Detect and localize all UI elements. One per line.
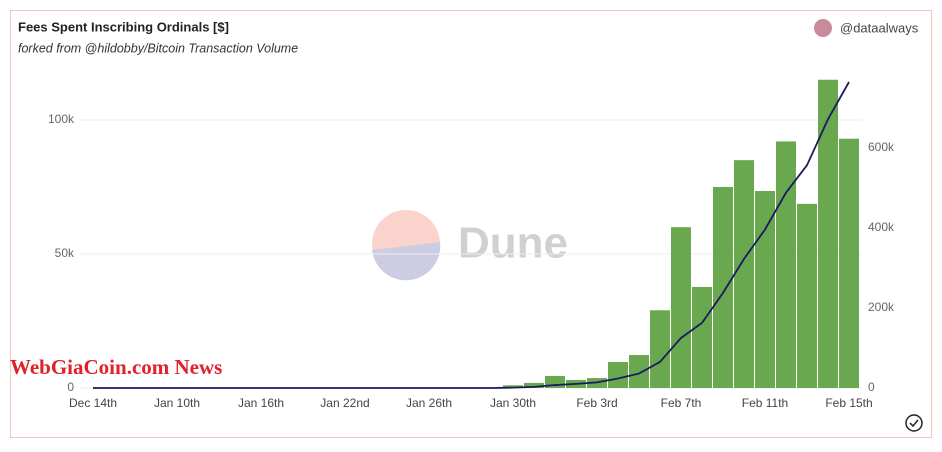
subtitle: forked from @hildobby/Bitcoin Transactio… xyxy=(18,41,298,55)
bar xyxy=(776,141,796,388)
line xyxy=(93,81,850,389)
bar xyxy=(734,160,754,388)
bar xyxy=(839,138,859,388)
bar xyxy=(671,227,691,388)
tick-label: 50k xyxy=(55,246,75,260)
overlay-text: WebGiaCoin.com News xyxy=(10,355,222,379)
check-icon[interactable] xyxy=(905,414,923,432)
x-tick-label: Jan 26th xyxy=(406,396,452,410)
bar xyxy=(650,310,670,388)
bar xyxy=(755,190,775,388)
x-tick-label: Jan 30th xyxy=(490,396,536,410)
tick-label: 100k xyxy=(48,112,75,126)
bar xyxy=(797,203,817,388)
bar xyxy=(608,362,628,388)
bar xyxy=(629,355,649,388)
dune-logo: Dune xyxy=(372,210,568,281)
watermark: Dune xyxy=(458,219,568,268)
tick-label: 0 xyxy=(67,380,74,394)
chart-title: Fees Spent Inscribing Ordinals [$] xyxy=(18,19,229,34)
x-tick-label: Feb 15th xyxy=(825,396,872,410)
x-tick-label: Feb 7th xyxy=(661,396,702,410)
tick-label: 600k xyxy=(868,140,895,154)
tick-label: 200k xyxy=(868,300,895,314)
user-handle[interactable]: @dataalways xyxy=(840,20,919,35)
x-tick-label: Jan 16th xyxy=(238,396,284,410)
tick-label: 0 xyxy=(868,380,875,394)
bar xyxy=(692,286,712,388)
bar xyxy=(524,382,544,388)
bar xyxy=(503,385,523,388)
tick-label: 400k xyxy=(868,220,895,234)
x-tick-label: Feb 11th xyxy=(742,396,788,410)
x-tick-label: Feb 3rd xyxy=(576,396,617,410)
x-tick-label: Dec 14th xyxy=(69,396,117,410)
x-tick-label: Jan 10th xyxy=(154,396,200,410)
bar xyxy=(713,186,733,388)
bar xyxy=(818,79,838,388)
x-tick-label: Jan 22nd xyxy=(320,396,369,410)
avatar[interactable] xyxy=(814,19,832,37)
